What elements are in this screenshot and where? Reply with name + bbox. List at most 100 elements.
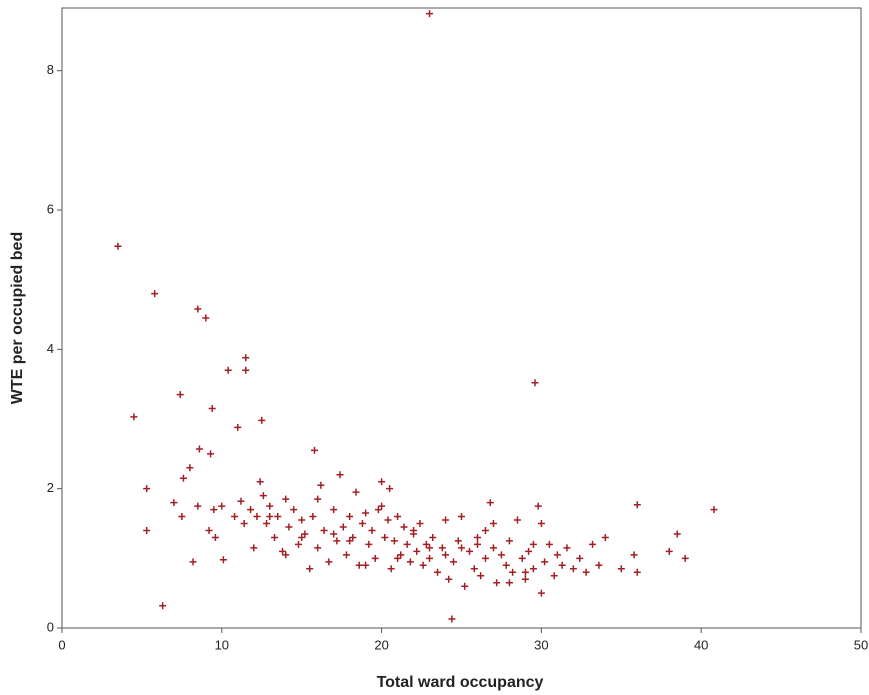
point: [371, 554, 379, 562]
point: [576, 554, 584, 562]
point: [481, 526, 489, 534]
y-tick-label: 8: [47, 62, 54, 77]
point: [178, 513, 186, 521]
point: [355, 561, 363, 569]
point: [266, 502, 274, 510]
point: [505, 579, 513, 587]
point: [231, 513, 239, 521]
point: [194, 502, 202, 510]
point: [461, 582, 469, 590]
x-tick-label: 20: [374, 637, 388, 652]
point: [234, 423, 242, 431]
point: [397, 551, 405, 559]
point: [237, 497, 245, 505]
point: [422, 540, 430, 548]
point: [541, 558, 549, 566]
point: [434, 568, 442, 576]
point: [130, 413, 138, 421]
point: [189, 558, 197, 566]
x-axis-title: Total ward occupancy: [377, 674, 544, 691]
point: [406, 558, 414, 566]
point: [339, 523, 347, 531]
point: [454, 537, 462, 545]
point: [448, 615, 456, 623]
point: [518, 554, 526, 562]
point: [521, 575, 529, 583]
x-tick-label: 40: [694, 637, 708, 652]
point: [394, 554, 402, 562]
point: [473, 533, 481, 541]
point: [521, 568, 529, 576]
point: [330, 530, 338, 538]
point: [403, 540, 411, 548]
point: [186, 464, 194, 472]
point: [211, 533, 219, 541]
point: [320, 526, 328, 534]
point: [450, 558, 458, 566]
x-tick-label: 50: [854, 637, 868, 652]
point: [208, 405, 216, 413]
point: [442, 551, 450, 559]
point: [285, 523, 293, 531]
point: [442, 516, 450, 524]
point: [513, 516, 521, 524]
point: [470, 565, 478, 573]
point: [274, 513, 282, 521]
point: [266, 513, 274, 521]
point: [253, 513, 261, 521]
y-tick-label: 4: [47, 341, 54, 356]
point: [550, 572, 558, 580]
y-tick-label: 0: [47, 619, 54, 634]
point: [143, 485, 151, 493]
point: [295, 540, 303, 548]
x-tick-label: 0: [58, 637, 65, 652]
point: [665, 547, 673, 555]
point: [589, 540, 597, 548]
point: [240, 520, 248, 528]
point: [458, 513, 465, 521]
y-axis-title: WTE per occupied bed: [9, 232, 26, 404]
point: [387, 565, 395, 573]
point: [545, 540, 553, 548]
point: [502, 561, 510, 569]
point: [346, 513, 354, 521]
point: [390, 537, 398, 545]
point: [569, 565, 577, 573]
point: [529, 540, 537, 548]
point: [582, 568, 590, 576]
point: [553, 551, 561, 559]
point: [282, 495, 290, 503]
point: [477, 572, 485, 580]
point: [151, 290, 159, 298]
point: [279, 547, 287, 555]
point: [325, 558, 333, 566]
point: [259, 492, 267, 500]
point: [365, 540, 373, 548]
point: [681, 554, 689, 562]
point: [489, 544, 497, 552]
point: [493, 579, 501, 587]
point: [378, 502, 386, 510]
point: [224, 366, 232, 374]
point: [465, 547, 473, 555]
point: [218, 502, 226, 510]
point: [525, 547, 533, 555]
point: [202, 314, 210, 322]
point: [346, 537, 354, 545]
point: [630, 551, 638, 559]
point: [271, 533, 279, 541]
point: [633, 568, 641, 576]
point: [336, 471, 344, 479]
point: [534, 502, 542, 510]
point: [481, 554, 489, 562]
point: [384, 516, 392, 524]
point: [263, 520, 271, 528]
point: [595, 561, 603, 569]
point: [537, 589, 545, 597]
point: [219, 556, 227, 564]
point: [210, 506, 218, 514]
point: [195, 445, 203, 453]
point: [247, 506, 255, 514]
point: [330, 506, 338, 514]
